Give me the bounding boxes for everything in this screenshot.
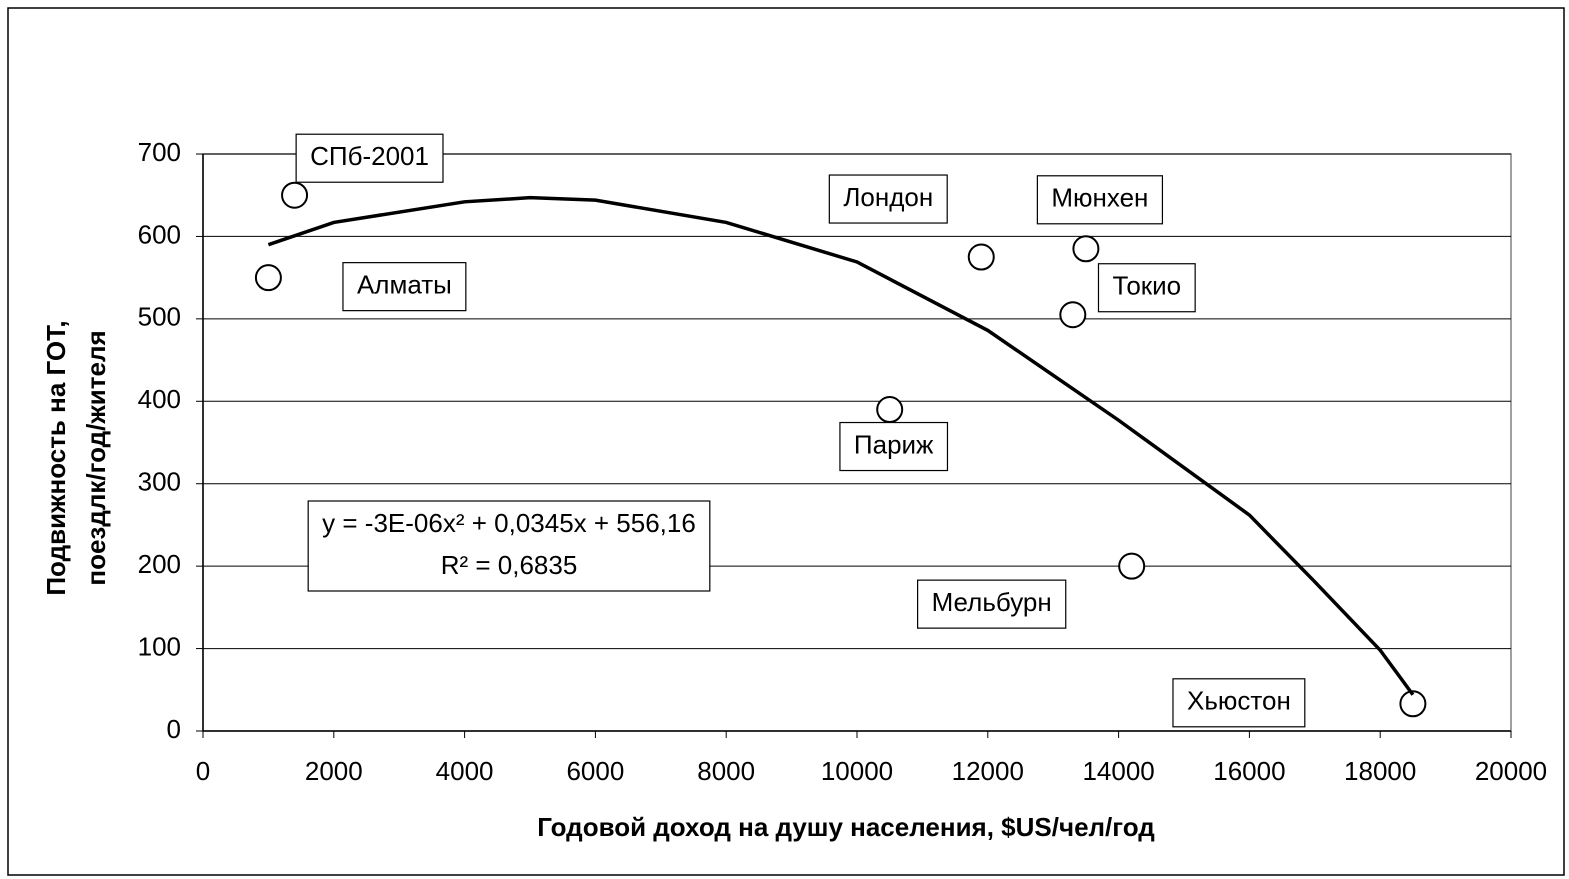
point-label-text: СПб-2001 (310, 141, 429, 171)
y-tick-label: 500 (138, 302, 181, 332)
x-tick-label: 6000 (566, 756, 624, 786)
equation-box (307, 500, 711, 592)
marker (281, 181, 309, 209)
y-axis-label: Подвижность на ГОТ, (41, 320, 71, 595)
point-label-box (839, 421, 949, 472)
marker (967, 243, 995, 271)
point-label-text: Мельбурн (932, 587, 1052, 617)
point-label-text: Лондон (843, 182, 933, 212)
marker (876, 396, 904, 424)
marker (254, 264, 282, 292)
marker (1118, 552, 1146, 580)
y-tick-label: 600 (138, 219, 181, 249)
x-tick-label: 20000 (1475, 756, 1547, 786)
y-tick-label: 300 (138, 467, 181, 497)
marker (1399, 690, 1427, 718)
point-label-text: Мюнхен (1051, 183, 1148, 213)
x-tick-label: 16000 (1213, 756, 1285, 786)
point-label-text: Хьюстон (1187, 686, 1291, 716)
x-tick-label: 0 (196, 756, 210, 786)
y-axis-label: поездлк/год/жителя (81, 330, 111, 585)
equation-text: R² = 0,6835 (441, 550, 578, 580)
y-tick-label: 0 (167, 714, 181, 744)
x-tick-label: 14000 (1082, 756, 1154, 786)
y-tick-label: 200 (138, 549, 181, 579)
y-tick-label: 700 (138, 137, 181, 167)
point-label-text: Париж (854, 429, 934, 459)
x-axis-label: Годовой доход на душу населения, $US/чел… (537, 812, 1155, 842)
y-tick-label: 400 (138, 384, 181, 414)
x-tick-label: 18000 (1344, 756, 1416, 786)
trend-line (267, 195, 1415, 696)
x-tick-label: 2000 (305, 756, 363, 786)
point-label-box (1097, 263, 1196, 313)
point-label-box (917, 579, 1067, 629)
point-label-box (1172, 678, 1306, 728)
point-label-box (295, 133, 444, 183)
point-label-box (342, 262, 467, 312)
point-label-text: Токио (1112, 271, 1181, 301)
x-tick-label: 12000 (952, 756, 1024, 786)
point-label-box (828, 174, 948, 224)
x-tick-label: 10000 (821, 756, 893, 786)
equation-text: y = -3E-06x² + 0,0345x + 556,16 (322, 508, 696, 538)
y-tick-label: 100 (138, 631, 181, 661)
x-tick-label: 4000 (436, 756, 494, 786)
marker (1072, 235, 1100, 263)
point-label-text: Алматы (357, 270, 452, 300)
point-label-box (1036, 175, 1164, 225)
x-tick-label: 8000 (697, 756, 755, 786)
marker (1059, 301, 1087, 329)
